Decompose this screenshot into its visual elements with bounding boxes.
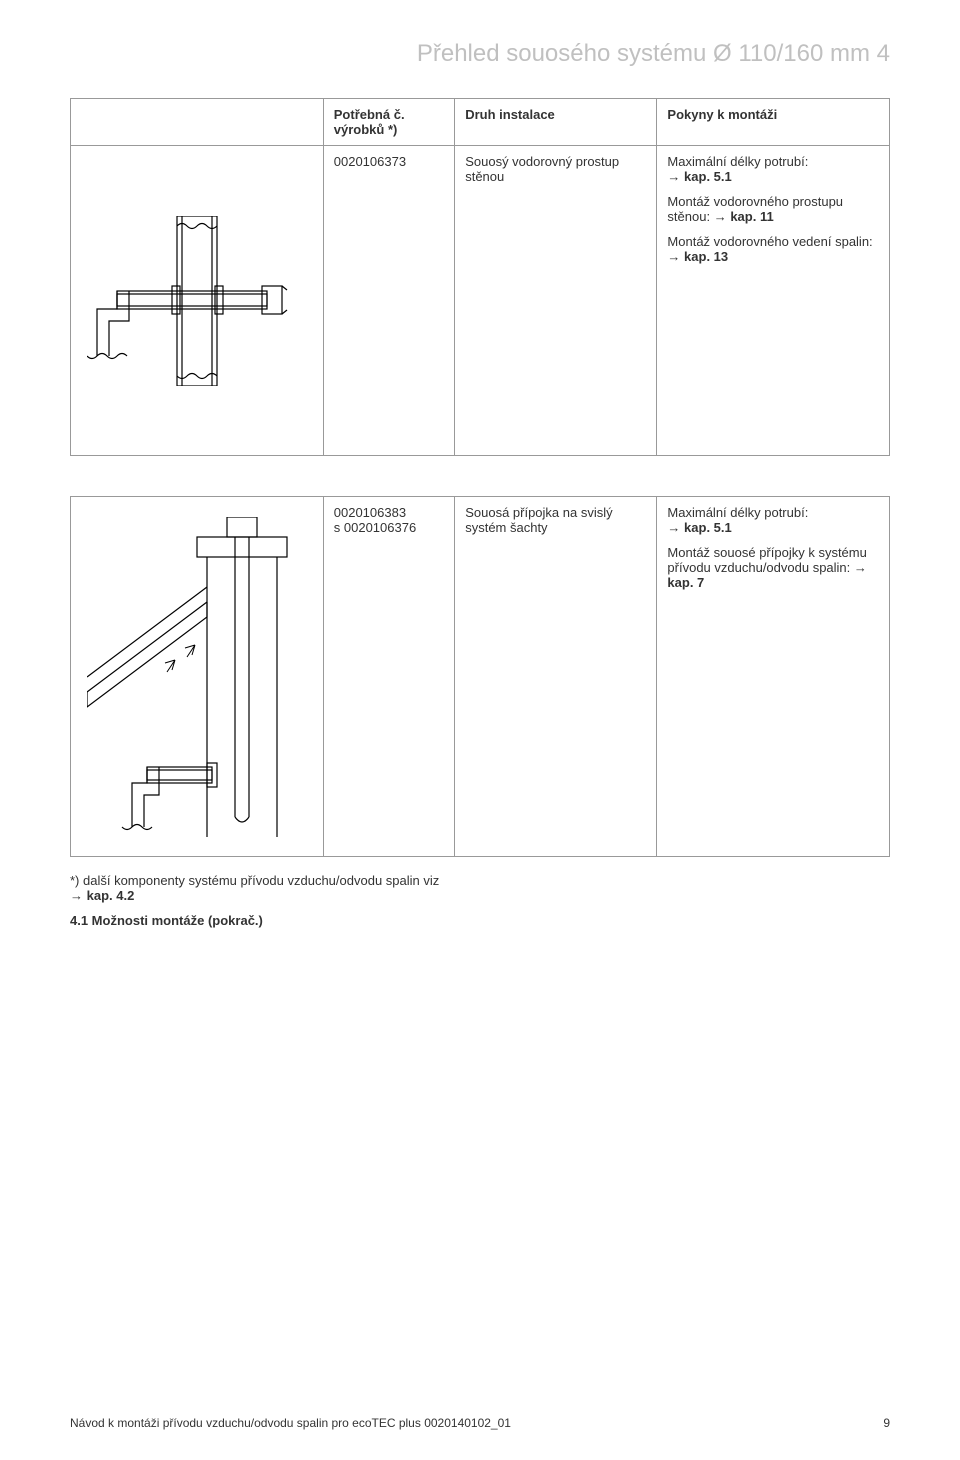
page-title: Přehled souosého systému Ø 110/160 mm 4 <box>417 40 890 67</box>
part-number-cell: 0020106383 s 0020106376 <box>323 497 454 857</box>
part-number-1: 0020106383 <box>334 505 406 520</box>
table-caption: 4.1 Možnosti montáže (pokrač.) <box>70 913 890 928</box>
install-type: Souosá přípojka na svislý systém šachty <box>465 505 612 535</box>
instruction-text: Montáž vodorovného vedení spalin: kap. 1… <box>667 234 879 264</box>
col-header-part: Potřebná č. výrobků *) <box>323 99 454 146</box>
instructions-cell: Maximální délky potrubí: kap. 5.1 Montáž… <box>657 497 890 857</box>
table-row: 0020106373 Souosý vodorovný prostup stěn… <box>71 146 890 456</box>
wall-flue-diagram <box>87 216 307 386</box>
col-header-image <box>71 99 324 146</box>
footnote: *) další komponenty systému přívodu vzdu… <box>70 873 890 903</box>
col-header-type: Druh instalace <box>455 99 657 146</box>
install-table-1: Potřebná č. výrobků *) Druh instalace Po… <box>70 98 890 456</box>
shaft-connection-diagram <box>87 517 307 837</box>
install-type-cell: Souosý vodorovný prostup stěnou <box>455 146 657 456</box>
page-header: Přehled souosého systému Ø 110/160 mm 4 <box>70 40 890 68</box>
diagram-cell-1 <box>71 146 324 456</box>
col-header-inst: Pokyny k montáži <box>657 99 890 146</box>
footer-page-number: 9 <box>883 1416 890 1430</box>
footer-left: Návod k montáži přívodu vzduchu/odvodu s… <box>70 1416 511 1430</box>
instruction-text: Maximální délky potrubí: kap. 5.1 <box>667 154 879 184</box>
table-row: 0020106383 s 0020106376 Souosá přípojka … <box>71 497 890 857</box>
install-type-cell: Souosá přípojka na svislý systém šachty <box>455 497 657 857</box>
instruction-text: Montáž vodorovného prostupu stěnou: kap.… <box>667 194 879 224</box>
part-number: 0020106373 <box>334 154 406 169</box>
install-table-2: 0020106383 s 0020106376 Souosá přípojka … <box>70 496 890 857</box>
part-number-2: s 0020106376 <box>334 520 416 535</box>
page-footer: Návod k montáži přívodu vzduchu/odvodu s… <box>70 1416 890 1430</box>
instruction-text: Maximální délky potrubí: kap. 5.1 <box>667 505 879 535</box>
diagram-cell-2 <box>71 497 324 857</box>
install-type: Souosý vodorovný prostup stěnou <box>465 154 619 184</box>
instructions-cell: Maximální délky potrubí: kap. 5.1 Montáž… <box>657 146 890 456</box>
instruction-text: Montáž souosé přípojky k systému přívodu… <box>667 545 879 590</box>
part-number-cell: 0020106373 <box>323 146 454 456</box>
